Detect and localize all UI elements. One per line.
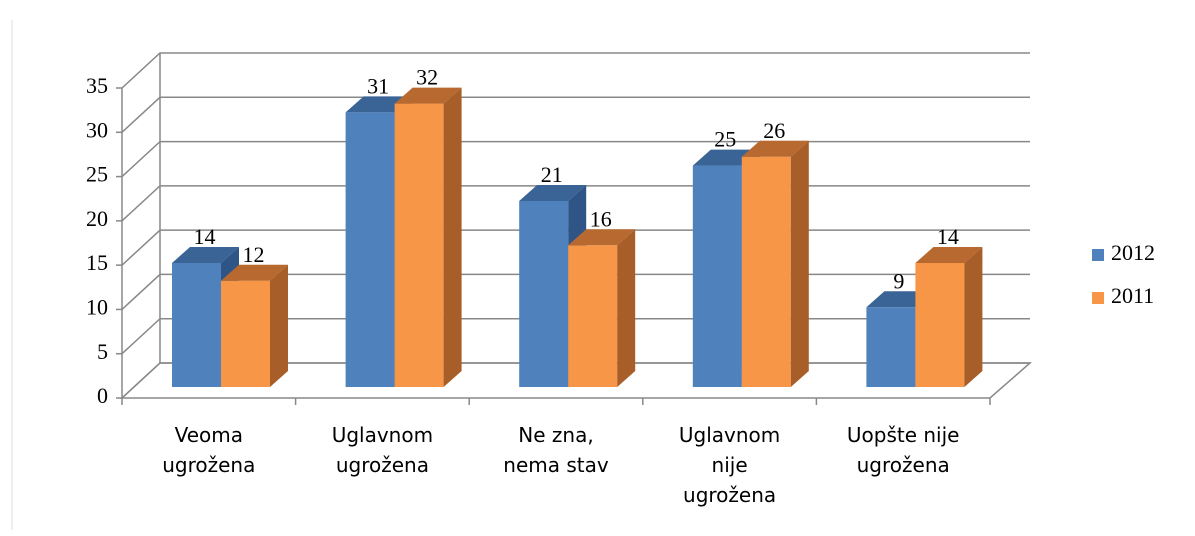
x-tick-label: Uglavnom ugrožena <box>331 423 434 477</box>
x-tick-label: Veoma ugrožena <box>162 423 256 477</box>
bar <box>915 263 965 387</box>
bar <box>519 201 569 387</box>
x-tick-label: Ne zna, nema stav <box>503 423 609 477</box>
value-label: 26 <box>763 118 785 143</box>
bar-top <box>568 229 636 246</box>
y-tick-label: 10 <box>86 294 108 319</box>
bar <box>345 112 395 387</box>
value-label: 9 <box>893 268 904 293</box>
value-label: 25 <box>714 127 736 152</box>
bar-side <box>443 87 462 388</box>
bar-side <box>790 140 809 387</box>
value-label: 32 <box>416 65 438 90</box>
bar-top <box>394 87 462 104</box>
bar <box>394 103 444 388</box>
bar <box>568 245 618 387</box>
bar-top <box>915 247 983 263</box>
value-label: 14 <box>194 224 216 249</box>
value-label: 12 <box>243 242 265 267</box>
bar-top <box>172 247 239 263</box>
grid-line <box>121 140 1030 178</box>
y-tick-label: 5 <box>97 339 108 364</box>
x-tick-label: Uglavnom nije ugrožena <box>678 423 781 507</box>
x-tick-label: Uopšte nije ugrožena <box>846 423 960 477</box>
y-tick-label: 15 <box>86 250 108 275</box>
value-label: 14 <box>937 224 959 249</box>
legend-swatch <box>1092 249 1104 261</box>
bar <box>741 156 791 387</box>
bar-top <box>221 264 288 281</box>
bar-top <box>519 185 587 201</box>
grid-line <box>121 96 1030 133</box>
legend-label: 2012 <box>1111 240 1155 265</box>
bar-side <box>270 264 288 387</box>
bar-side <box>617 229 636 387</box>
value-label: 31 <box>367 73 389 98</box>
bar <box>221 280 270 387</box>
y-tick-label: 20 <box>86 206 108 231</box>
value-label: 21 <box>541 162 563 187</box>
grid-line <box>121 52 1030 89</box>
legend-swatch <box>1092 292 1104 304</box>
y-tick-label: 30 <box>86 117 108 142</box>
bar-side <box>964 247 983 387</box>
bar <box>172 263 221 387</box>
bar-top <box>741 140 809 157</box>
y-tick-label: 35 <box>86 73 108 98</box>
legend-label: 2011 <box>1111 283 1154 308</box>
bar <box>692 165 742 387</box>
y-tick-label: 25 <box>86 162 108 187</box>
value-label: 16 <box>590 206 612 231</box>
y-tick-label: 0 <box>97 383 108 408</box>
bar <box>866 307 916 387</box>
